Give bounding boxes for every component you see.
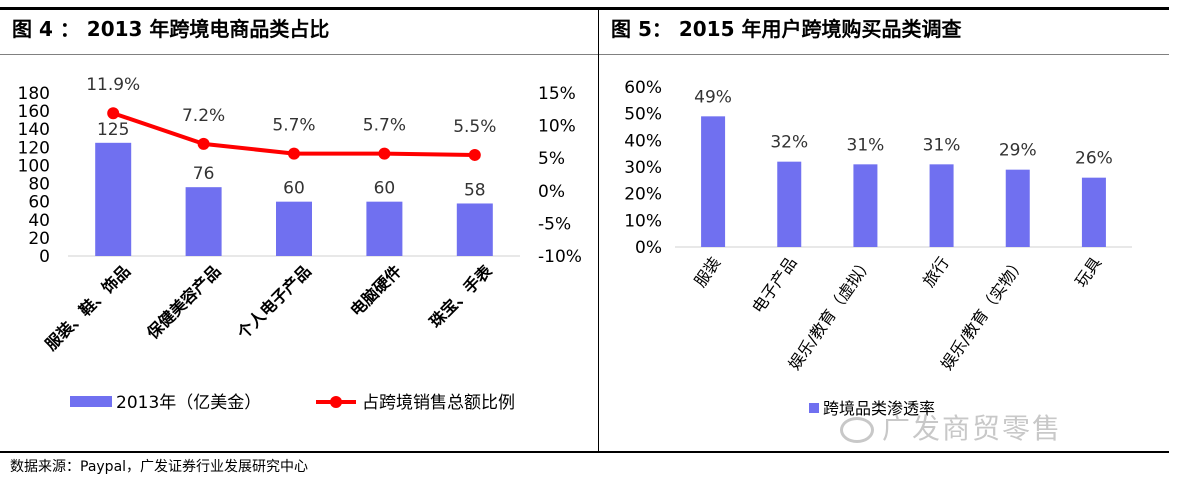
chart2-category-label: 旅行 [919,253,953,290]
chart2-legend-swatch [809,403,819,413]
chart2-bar [853,164,878,247]
chart2-legend-label: 跨境品类渗透率 [823,399,935,418]
chart1-left-tick-label: 120 [18,138,50,158]
chart2-category-label: 电子产品 [748,253,800,316]
chart1-bar [366,201,403,256]
chart1-line-point [197,137,210,150]
chart2-bar [701,116,726,247]
chart2-tick-label: 30% [624,158,662,178]
chart1-left-tick-label: 80 [28,175,50,195]
wechat-icon [840,417,874,443]
chart1-legend-line-marker [330,396,342,408]
chart1-bar [185,187,222,256]
chart1-bar-label: 125 [97,120,129,140]
watermark-text: 广发商贸零售 [882,412,1063,445]
chart1-line-label: 5.7% [363,116,406,136]
chart1-right-tick-label: -5% [538,214,571,234]
chart1-title-rule [0,54,598,55]
panel-divider [598,10,599,451]
chart1-line-label: 7.2% [182,106,225,126]
chart1-right-tick-label: -10% [538,247,582,267]
bottom-rule [0,451,1169,453]
chart1-legend-bar-label: 2013年（亿美金） [116,393,261,413]
chart1-right-tick-label: 15% [538,84,576,104]
chart1-left-tick-label: 0 [39,247,50,267]
chart2-bar-label: 32% [770,133,808,153]
chart2-bar [1005,169,1030,247]
chart2-tick-label: 0% [635,238,662,258]
chart1-left-tick-label: 140 [18,120,50,140]
source-note: 数据来源：Paypal，广发证券行业发展研究中心 [10,459,309,475]
chart2-bar-label: 29% [999,141,1037,161]
chart1-left-tick-label: 60 [28,193,50,213]
chart2-bar-label: 26% [1075,149,1113,169]
chart2-tick-label: 40% [624,131,662,151]
chart1-legend-bar-swatch [70,396,112,407]
chart2-bar [929,164,954,247]
chart1-line-point [288,147,300,160]
chart1-left-tick-label: 180 [18,84,50,104]
chart1-left-tick-label: 20 [28,229,50,249]
chart1-bar [456,203,493,256]
chart1-right-tick-label: 0% [538,182,565,202]
chart1-right-tick-label: 5% [538,149,565,169]
chart1-title: 图 4 ： 2013 年跨境电商品类占比 [12,17,330,41]
chart1-left-tick-label: 100 [18,156,50,176]
chart1-line-label: 11.9% [86,75,140,95]
chart1-line-point [107,107,120,120]
chart1-legend-line-label: 占跨境销售总额比例 [362,393,515,413]
chart1-right-tick-label: 10% [538,117,576,137]
chart2-category-label: 娱乐/教育（虚拟） [785,253,877,373]
chart2-title: 图 5： 2015 年用户跨境购买品类调查 [611,17,962,41]
chart1-line-point [468,148,481,161]
top-rule [0,7,1169,10]
chart1-bar [95,142,132,256]
chart1-bar-label: 58 [464,180,486,200]
chart2-svg: 0% 10% 20% 30% 40% 50% 60% 49% 32% 31% 31% 29% 26% 服装… [624,78,1132,418]
chart2-category-label: 服装 [690,253,724,290]
chart1-svg: 020406080100120140160180-10%-5%0%5%10%15… [18,75,582,413]
chart2-tick-label: 10% [624,211,662,231]
chart1-bar-label: 76 [193,164,215,184]
chart2-title-rule [599,54,1169,55]
chart2-bar [777,161,802,247]
chart1-left-tick-label: 40 [28,211,50,231]
chart2-category-label: 玩具 [1071,253,1105,290]
chart1-bar [276,201,312,256]
chart2-bar-label: 31% [923,135,961,155]
watermark: 广发商贸零售 [840,407,1062,447]
chart1-line-point [378,147,391,160]
chart1-line-label: 5.7% [272,116,315,136]
chart1-bar-label: 60 [374,179,396,199]
chart2-category-label: 娱乐/教育（实物） [937,253,1029,373]
chart2-bar [1081,177,1106,247]
chart2-bar-label: 31% [847,135,885,155]
chart1-bar-label: 60 [283,179,305,199]
chart2-bar-label: 49% [694,87,732,107]
chart2-tick-label: 20% [624,185,662,205]
chart2-tick-label: 60% [624,78,662,98]
chart2-tick-label: 50% [624,105,662,125]
chart1-left-tick-label: 160 [18,102,50,122]
chart1-line-label: 5.5% [453,117,496,137]
